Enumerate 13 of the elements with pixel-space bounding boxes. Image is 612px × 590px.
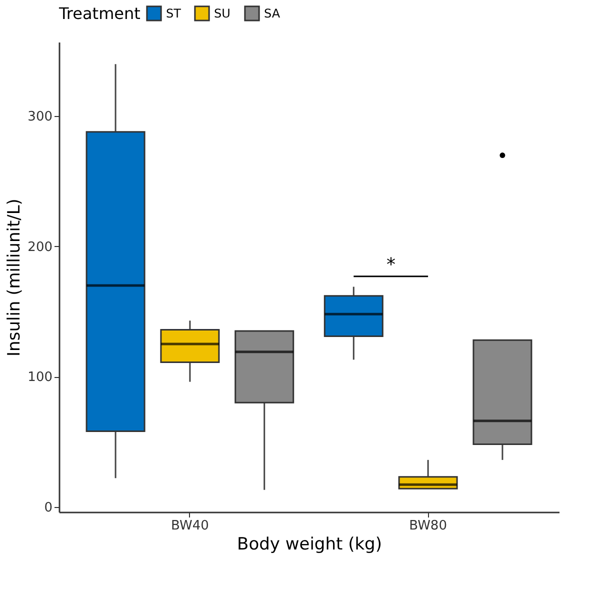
- x-tick-label: BW80: [409, 518, 447, 534]
- y-tick-label: 300: [28, 110, 52, 125]
- annotation: *: [386, 254, 396, 276]
- y-axis-title: Insulin (milliunit/L): [4, 198, 25, 356]
- y-tick-label: 0: [44, 500, 52, 516]
- x-tick-label: BW40: [171, 518, 209, 534]
- legend-label: SU: [214, 6, 230, 20]
- x-axis-title: Body weight (kg): [237, 534, 382, 554]
- legend-label: ST: [166, 6, 182, 20]
- y-tick-label: 100: [28, 370, 52, 386]
- y-tick-label: 200: [28, 240, 52, 255]
- legend-title: Treatment: [58, 4, 140, 23]
- legend-label: SA: [264, 6, 281, 20]
